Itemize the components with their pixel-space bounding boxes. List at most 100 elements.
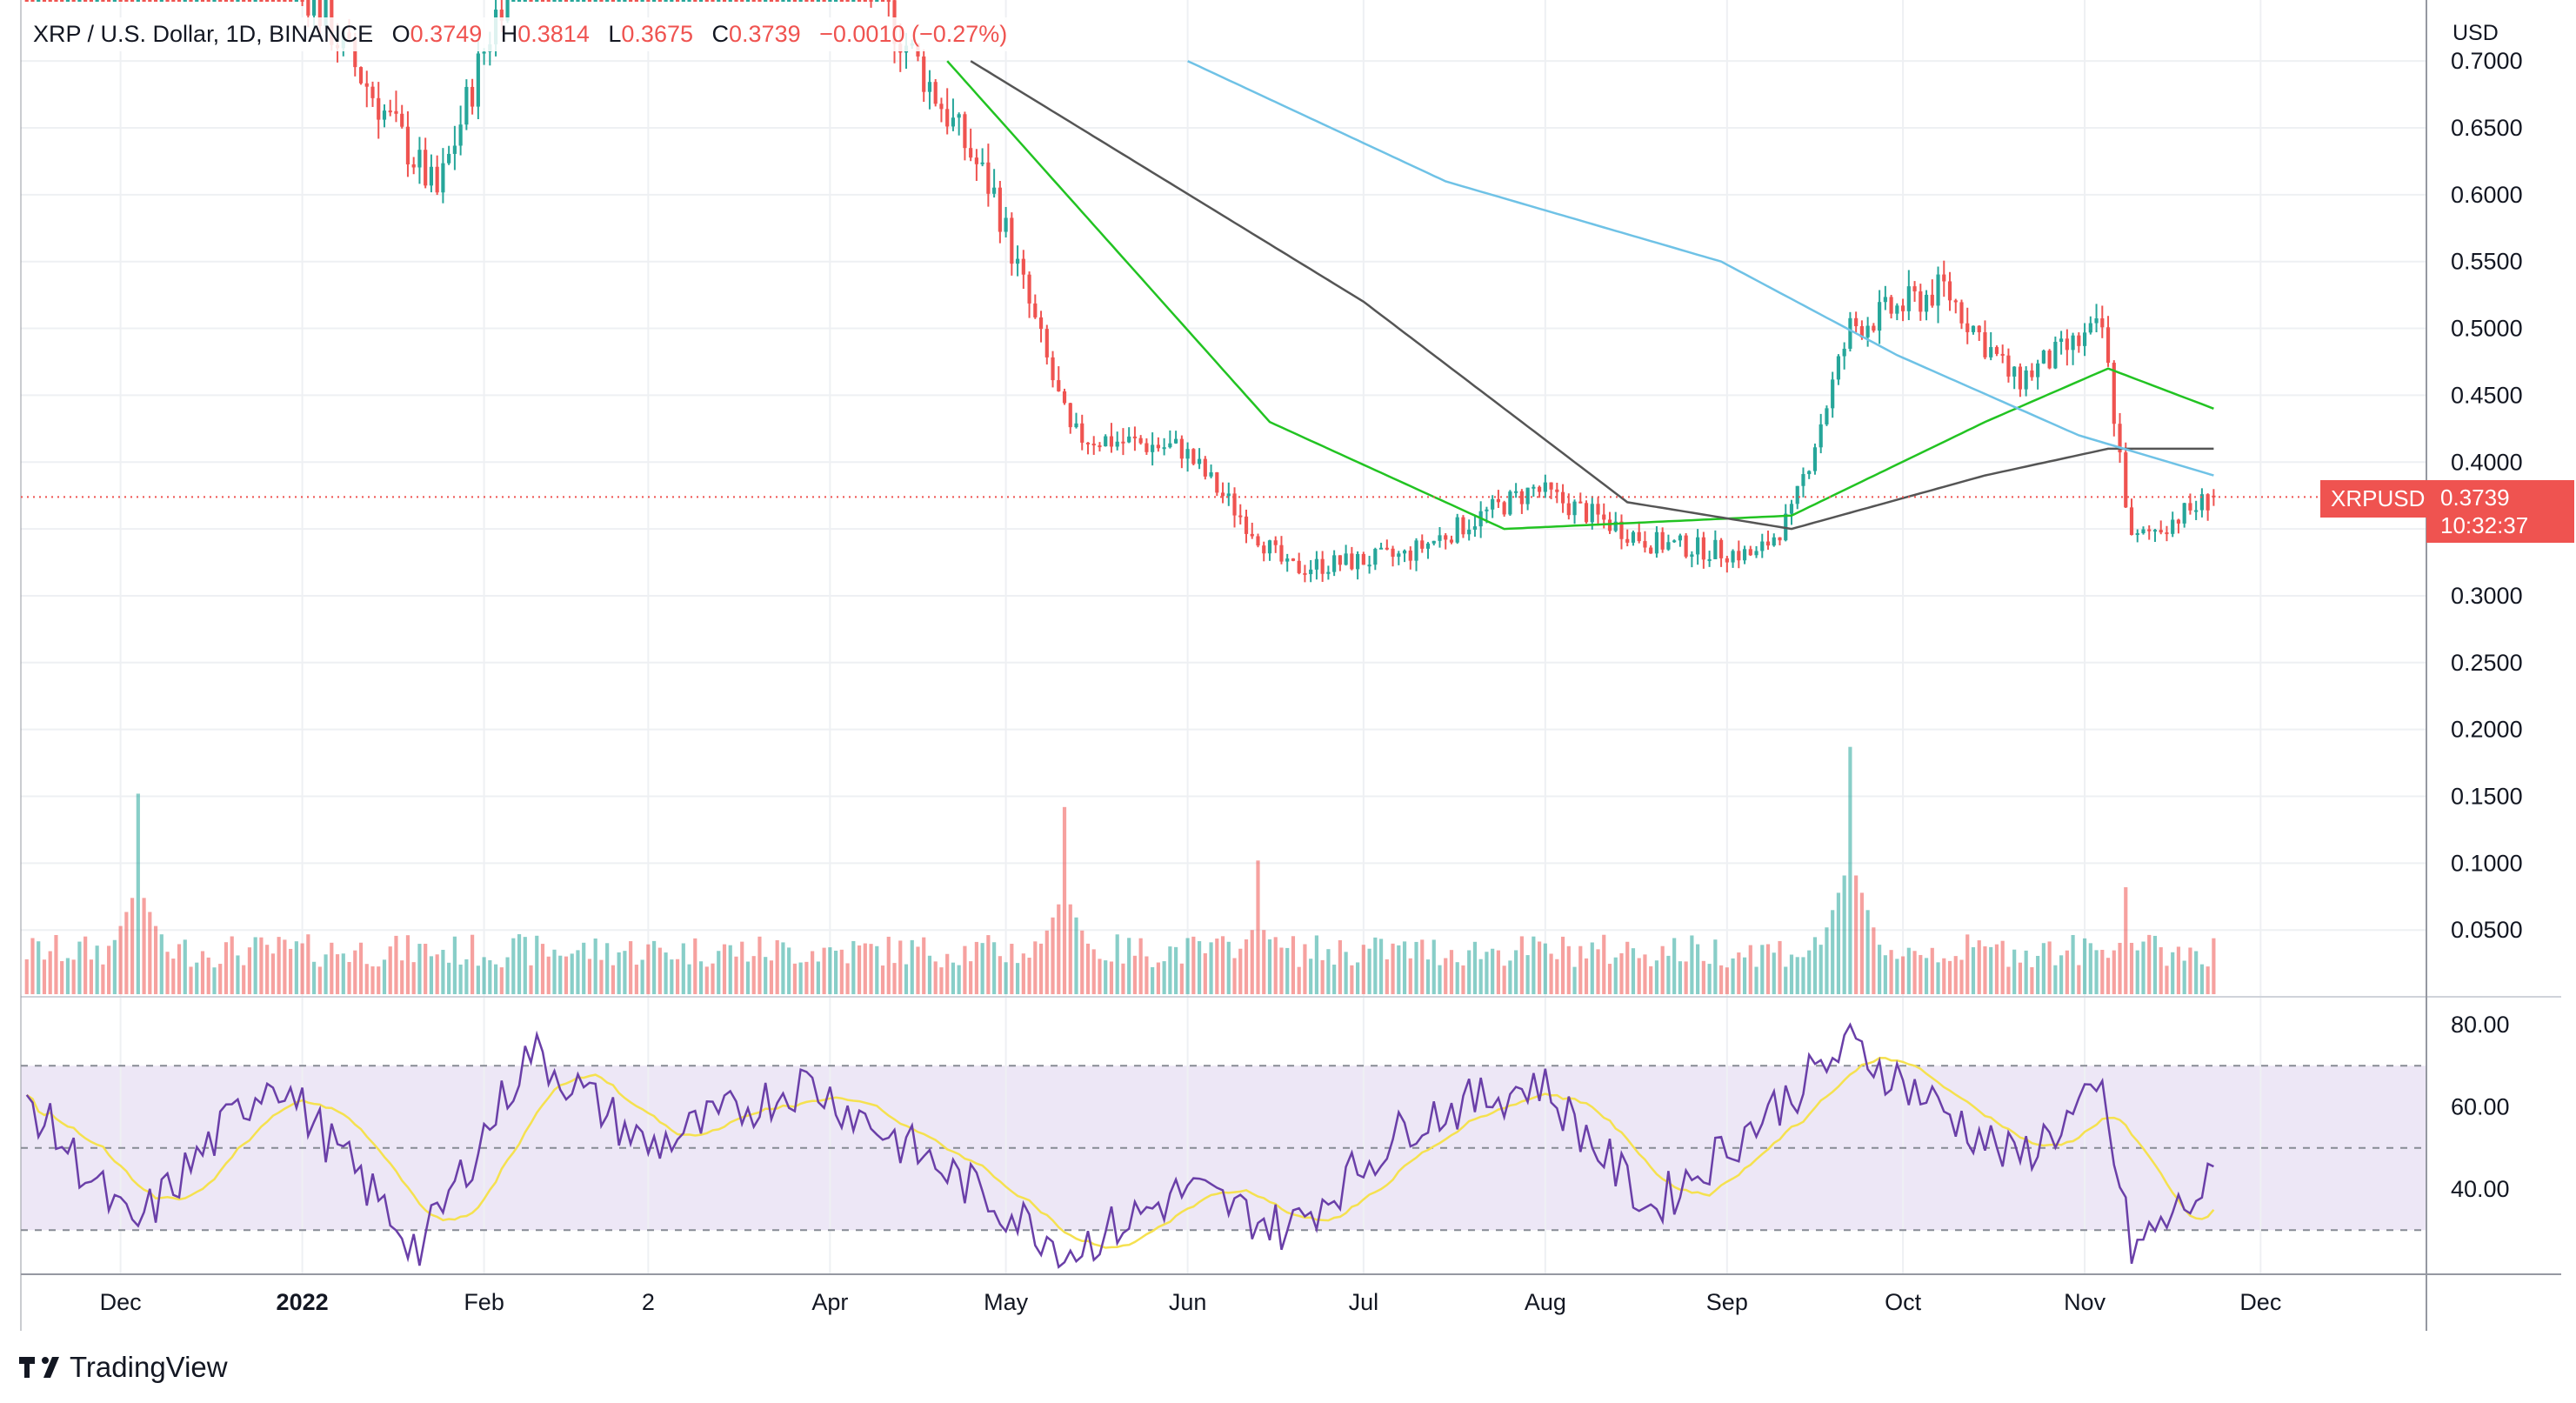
volume-bar: [347, 961, 351, 994]
candle-body: [529, 0, 533, 2]
volume-bar: [1425, 959, 1431, 994]
volume-bar: [452, 936, 457, 994]
volume-bar: [1971, 947, 1976, 994]
volume-bar: [1402, 941, 1407, 994]
candle-body: [587, 0, 592, 2]
time-axis-label: Dec: [100, 1289, 142, 1315]
volume-bar: [1701, 960, 1705, 994]
price-axis-label: 0.1500: [2451, 784, 2523, 810]
candle-body: [1145, 443, 1149, 452]
volume-bar: [2094, 950, 2099, 994]
candle-body: [1021, 258, 1025, 275]
volume-bar: [657, 947, 662, 994]
candle-body: [1027, 274, 1031, 304]
volume-bar: [529, 965, 533, 994]
volume-bar: [1895, 959, 1899, 994]
volume-bar: [1057, 904, 1061, 994]
candle-body: [2141, 529, 2146, 534]
moving-average-gray: [970, 60, 2214, 531]
volume-bar: [711, 963, 715, 994]
candle-body: [1748, 549, 1752, 556]
symbol-price-tag: XRPUSD: [2320, 480, 2436, 518]
candle-body: [1889, 297, 1893, 314]
volume-bar: [2000, 940, 2005, 994]
candle-body: [1919, 291, 1923, 312]
candle-body: [1900, 305, 1905, 311]
volume-bar: [880, 965, 885, 994]
candle-body: [1678, 535, 1682, 541]
candle-body: [2182, 503, 2186, 524]
candle-body: [247, 0, 252, 2]
volume-bar: [816, 961, 820, 994]
volume-bar: [1373, 937, 1378, 994]
volume-bar: [1109, 961, 1114, 994]
volume-bar: [992, 942, 997, 994]
rsi-moving-average: [26, 1057, 2215, 1249]
candle-body: [992, 187, 997, 194]
candle-body: [142, 0, 146, 2]
candle-body: [664, 0, 668, 2]
volume-bar: [1027, 958, 1031, 994]
volume-bar: [283, 939, 287, 994]
candle-body: [1491, 498, 1495, 510]
candle-body: [1232, 493, 1237, 516]
time-axis-label: Dec: [2239, 1289, 2281, 1315]
volume-bar: [623, 951, 627, 994]
volume-bar: [259, 937, 264, 994]
volume-bar: [77, 941, 82, 994]
volume-bar: [1508, 960, 1512, 994]
volume-bar: [247, 947, 252, 994]
volume-bar: [764, 957, 768, 994]
volume-bar: [863, 943, 867, 994]
candle-body: [1472, 526, 1478, 530]
candle-body: [405, 126, 410, 164]
candle-body: [1602, 514, 1606, 520]
price-axis-label: 0.7000: [2451, 48, 2523, 74]
volume-bar: [277, 937, 281, 994]
volume-bar: [1678, 961, 1682, 994]
volume-bar: [2018, 962, 2023, 994]
volume-bar: [652, 940, 657, 994]
candle-body: [951, 117, 956, 127]
volume-bar: [704, 966, 709, 994]
candle-body: [1971, 325, 1976, 332]
candle-body: [1942, 274, 1946, 282]
candle-body: [1584, 503, 1589, 523]
tradingview-logo[interactable]: TradingView: [19, 1351, 228, 1384]
candle-body: [2036, 363, 2040, 377]
volume-bar: [1138, 938, 1143, 994]
time-axis-label: Sep: [1706, 1289, 1748, 1315]
candle-body: [83, 0, 88, 2]
candle-body: [2199, 494, 2204, 511]
candle-body: [781, 0, 785, 2]
candle-body: [1895, 305, 1899, 314]
low-value: 0.3675: [621, 21, 693, 47]
volume-bar: [124, 912, 129, 994]
candle-body: [24, 0, 29, 2]
candle-body: [1044, 329, 1049, 357]
volume-bar: [1590, 942, 1594, 994]
candle-body: [464, 86, 469, 125]
candle-body: [65, 0, 70, 2]
candle-body: [570, 0, 574, 2]
candle-body: [358, 67, 364, 84]
volume-bar: [101, 964, 105, 994]
volume-bar: [2188, 947, 2192, 994]
volume-bar: [1906, 947, 1911, 994]
volume-bar: [2165, 965, 2169, 994]
candle-body: [1215, 472, 1219, 493]
candle-body: [969, 148, 973, 158]
volume-bar: [1819, 945, 1823, 994]
volume-bar: [1132, 955, 1138, 994]
candle-body: [1596, 504, 1600, 515]
volume-bar: [130, 898, 135, 994]
volume-bar: [470, 934, 475, 994]
candle-body: [1051, 357, 1055, 381]
candle-body: [863, 0, 867, 2]
volume-bar: [1765, 944, 1771, 994]
candle-body: [124, 0, 129, 2]
candle-body: [1666, 542, 1671, 550]
candle-body: [1508, 491, 1512, 515]
rsi-axis-label: 40.00: [2451, 1176, 2510, 1202]
